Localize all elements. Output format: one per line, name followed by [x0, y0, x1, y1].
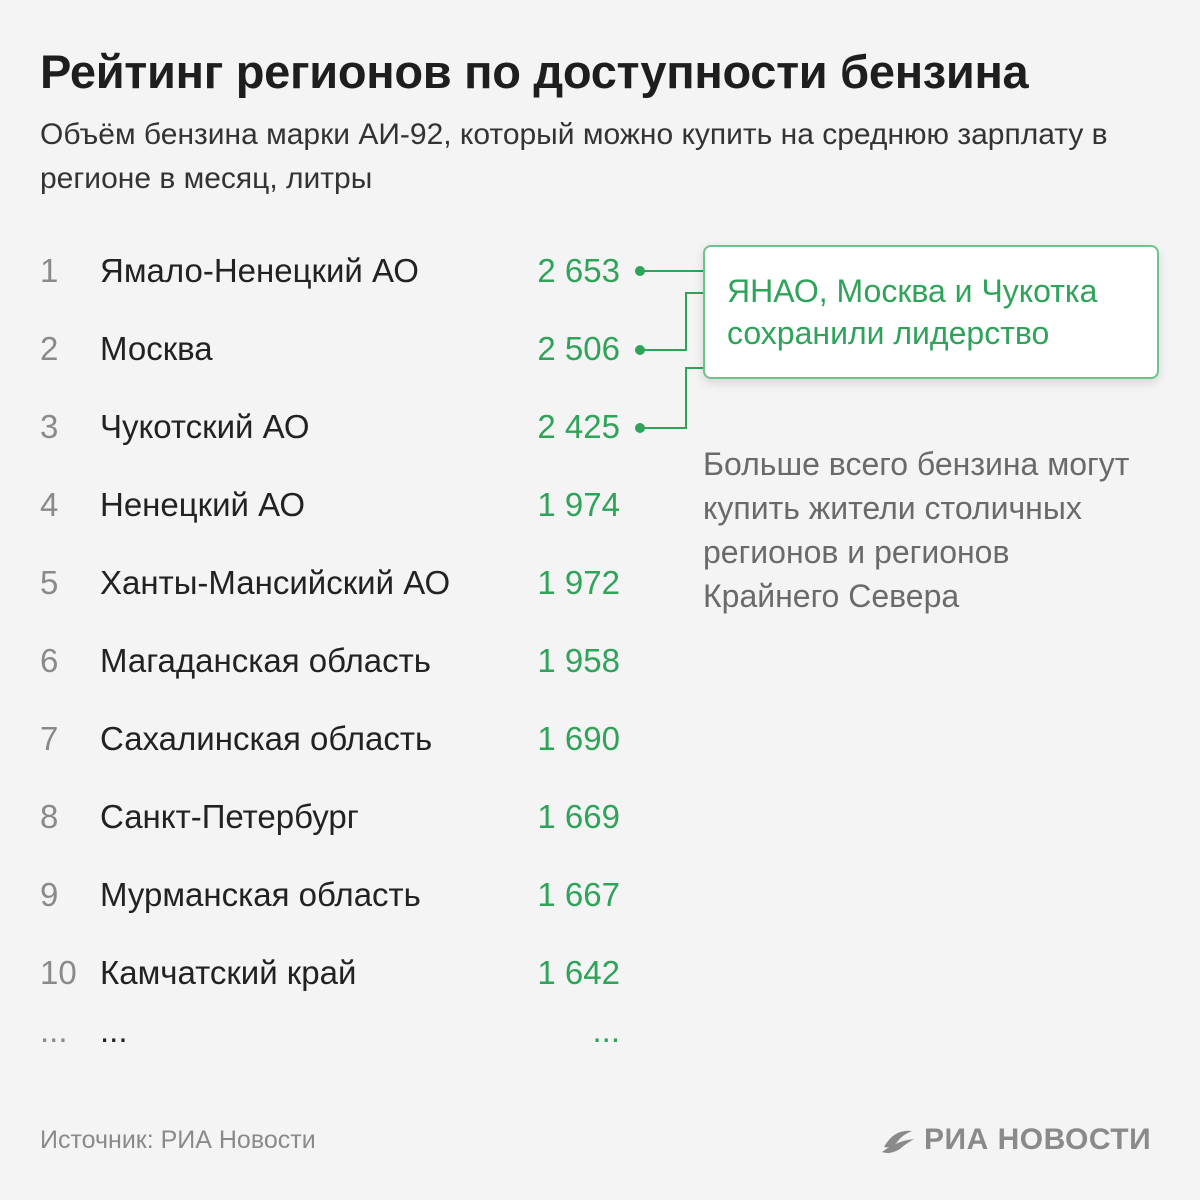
value-liters: 2 653 — [537, 252, 620, 289]
rank-number: 6 — [40, 642, 59, 679]
region-name: Чукотский АО — [100, 408, 310, 445]
rank-number: 3 — [40, 408, 59, 445]
logo-text: РИА НОВОСТИ — [924, 1123, 1152, 1156]
rank-number: 7 — [40, 720, 59, 757]
rank-number: 10 — [40, 954, 77, 991]
value-liters: 2 425 — [537, 408, 620, 445]
region-name: Ямало-Ненецкий АО — [100, 252, 419, 289]
rank-number: 4 — [40, 486, 59, 523]
value-liters: 1 642 — [537, 954, 620, 991]
region-name: Магаданская область — [100, 642, 431, 679]
value-liters: 2 506 — [537, 330, 620, 367]
table-row: 6 Магаданская область 1 958 — [0, 636, 640, 686]
table-row: 2 Москва 2 506 — [0, 324, 640, 374]
rank-number: 1 — [40, 252, 59, 289]
value-liters: 1 972 — [537, 564, 620, 601]
rank-number: 2 — [40, 330, 59, 367]
table-row: 8 Санкт-Петербург 1 669 — [0, 792, 640, 842]
chart-subtitle: Объём бензина марки АИ-92, который можно… — [40, 118, 1108, 195]
table-row: 10 Камчатский край 1 642 — [0, 948, 640, 998]
leaders-callout: ЯНАО, Москва и Чукотка сохранили лидерст… — [703, 245, 1159, 379]
rank-number: 8 — [40, 798, 59, 835]
value-liters: 1 974 — [537, 486, 620, 523]
table-row: ......... — [0, 1006, 640, 1056]
table-row: 7 Сахалинская область 1 690 — [0, 714, 640, 764]
table-row: 9 Мурманская область 1 667 — [0, 870, 640, 920]
table-row: 4 Ненецкий АО 1 974 — [0, 480, 640, 530]
rank-number: 5 — [40, 564, 59, 601]
region-name: Ненецкий АО — [100, 486, 306, 523]
region-name: Ханты-Мансийский АО — [100, 564, 451, 601]
value-liters: 1 669 — [537, 798, 620, 835]
value-liters: 1 958 — [537, 642, 620, 679]
source-label: Источник: РИА Новости — [40, 1126, 316, 1154]
region-name: Москва — [100, 330, 213, 367]
rank-number: ... — [40, 1012, 68, 1049]
table-row: 1 Ямало-Ненецкий АО 2 653 — [0, 246, 640, 296]
region-name: Санкт-Петербург — [100, 798, 359, 835]
table-row: 3 Чукотский АО 2 425 — [0, 402, 640, 452]
chart-title: Рейтинг регионов по доступности бензина — [40, 45, 1029, 98]
ria-logo-icon — [882, 1130, 914, 1153]
value-liters: ... — [592, 1012, 620, 1049]
table-row: 5 Ханты-Мансийский АО 1 972 — [0, 558, 640, 608]
annotation-note: Больше всего бензина могут купить жители… — [703, 446, 1130, 614]
value-liters: 1 690 — [537, 720, 620, 757]
region-name: Камчатский край — [100, 954, 357, 991]
region-name: ... — [100, 1012, 128, 1049]
ria-logo: РИА НОВОСТИ — [880, 1120, 1151, 1160]
value-liters: 1 667 — [537, 876, 620, 913]
region-name: Сахалинская область — [100, 720, 433, 757]
region-name: Мурманская область — [100, 876, 421, 913]
rank-number: 9 — [40, 876, 59, 913]
